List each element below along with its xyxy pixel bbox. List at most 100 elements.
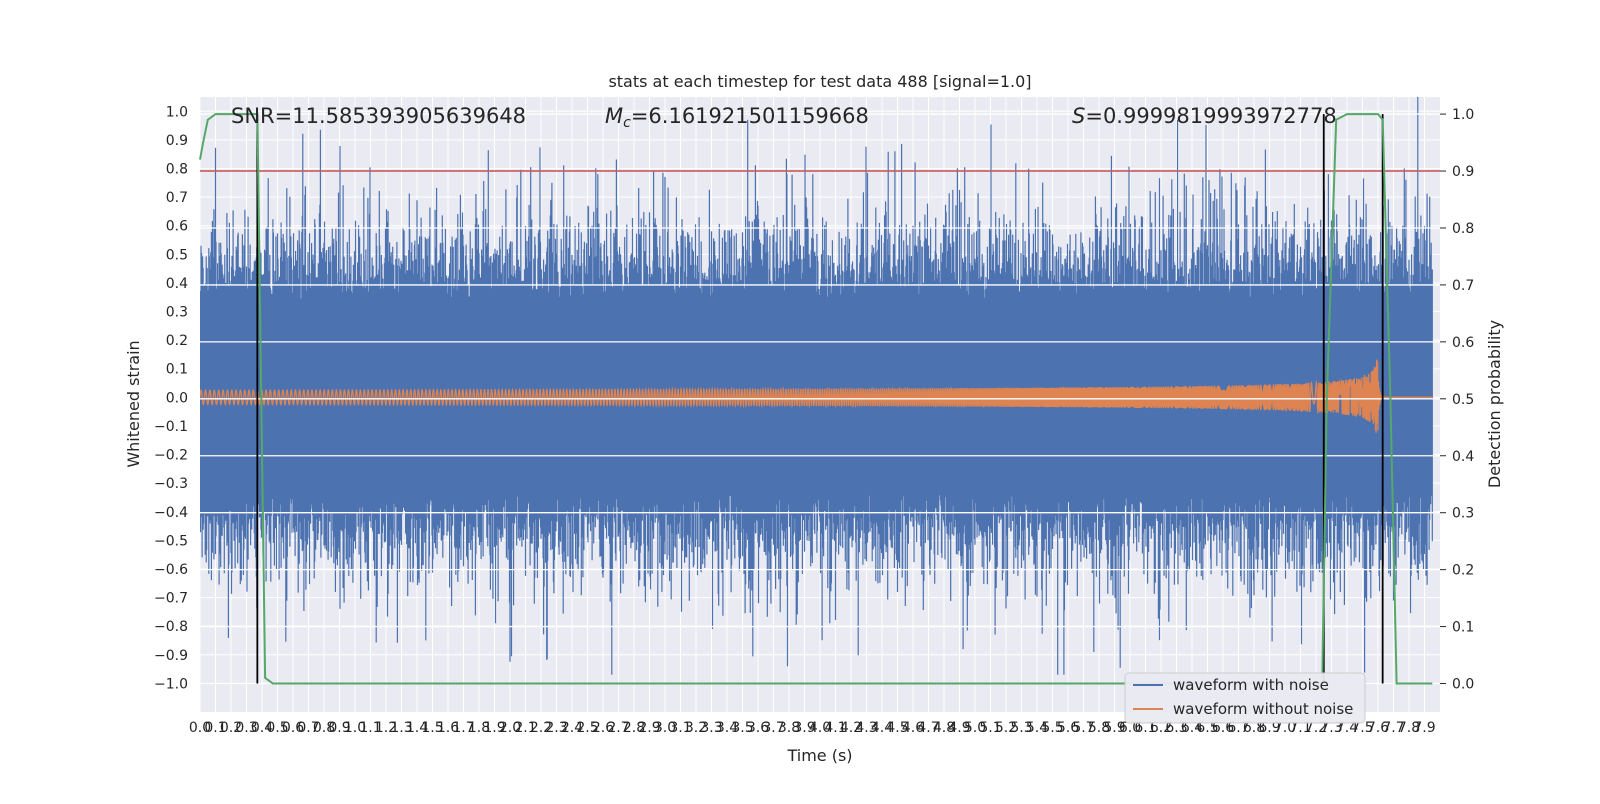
x-tick-label: 3.3 xyxy=(700,720,722,736)
x-tick-label: 1.3 xyxy=(390,720,412,736)
y2-tick-label: 0.4 xyxy=(1452,449,1474,465)
x-tick-label: 0.7 xyxy=(297,720,319,736)
x-tick-label: 0.8 xyxy=(313,720,335,736)
x-tick-label: 1.7 xyxy=(452,720,474,736)
x-tick-label: 3.1 xyxy=(669,720,691,736)
x-tick-label: 6.7 xyxy=(1227,720,1249,736)
x-tick-label: 3.8 xyxy=(778,720,800,736)
annotation-score: S=0.9999819993972778 xyxy=(1072,104,1337,128)
x-tick-label: 4.7 xyxy=(917,720,939,736)
y2-tick-label: 0.7 xyxy=(1452,278,1474,294)
y-tick-label: −0.1 xyxy=(154,419,188,435)
x-tick-label: 3.6 xyxy=(747,720,769,736)
x-tick-label: 5.2 xyxy=(995,720,1017,736)
y-tick-label: 0.5 xyxy=(166,247,188,263)
x-tick-label: 7.2 xyxy=(1305,720,1327,736)
y2-tick-label: 0.2 xyxy=(1452,563,1474,579)
x-tick-label: 0.4 xyxy=(251,720,273,736)
x-tick-label: 6.0 xyxy=(1119,720,1141,736)
overlay-layer xyxy=(199,113,1440,685)
x-tick-label: 2.5 xyxy=(576,720,598,736)
y2-tick-label: 0.5 xyxy=(1452,392,1474,408)
y-tick-label: −0.4 xyxy=(154,505,188,521)
y-tick-label: −0.9 xyxy=(154,648,188,664)
x-tick-label: 2.1 xyxy=(514,720,536,736)
y-tick-label: −0.2 xyxy=(154,448,188,464)
x-tick-label: 4.6 xyxy=(902,720,924,736)
y-tick-label: 0.1 xyxy=(166,362,188,378)
x-tick-label: 4.4 xyxy=(871,720,893,736)
x-tick-label: 0.2 xyxy=(220,720,242,736)
y-tick-label: −0.8 xyxy=(154,619,188,635)
x-tick-label: 3.9 xyxy=(793,720,815,736)
x-tick-label: 7.4 xyxy=(1336,720,1358,736)
annotation-chirp-mass: Mc=6.161921501159668 xyxy=(605,104,869,131)
annotation-chirp-mass-subscript: c xyxy=(623,115,631,131)
x-tick-label: 5.1 xyxy=(979,720,1001,736)
x-tick-label: 1.1 xyxy=(359,720,381,736)
x-tick-label: 2.9 xyxy=(638,720,660,736)
y-tick-label: 0.3 xyxy=(166,305,188,321)
x-tick-label: 4.3 xyxy=(855,720,877,736)
y-tick-label: −0.5 xyxy=(154,533,188,549)
x-tick-label: 6.1 xyxy=(1134,720,1156,736)
x-tick-label: 0.5 xyxy=(266,720,288,736)
y-tick-label: 1.0 xyxy=(166,104,188,120)
x-tick-label: 1.0 xyxy=(344,720,366,736)
x-tick-label: 7.3 xyxy=(1320,720,1342,736)
y-tick-label: 0.7 xyxy=(166,190,188,206)
x-tick-label: 6.9 xyxy=(1258,720,1280,736)
x-tick-label: 6.2 xyxy=(1150,720,1172,736)
x-tick-label: 3.4 xyxy=(716,720,738,736)
x-tick-label: 5.6 xyxy=(1057,720,1079,736)
y2-axis-label: Detection probability xyxy=(1485,320,1504,488)
x-tick-label: 5.3 xyxy=(1010,720,1032,736)
x-tick-label: 5.0 xyxy=(964,720,986,736)
x-tick-label: 4.9 xyxy=(948,720,970,736)
x-tick-label: 5.5 xyxy=(1041,720,1063,736)
x-tick-label: 5.9 xyxy=(1103,720,1125,736)
legend-box xyxy=(1124,672,1366,724)
x-tick-label: 2.4 xyxy=(561,720,583,736)
x-tick-label: 5.8 xyxy=(1088,720,1110,736)
x-tick-label: 2.0 xyxy=(499,720,521,736)
y-tick-label: 0.6 xyxy=(166,219,188,235)
y-tick-label: 0.4 xyxy=(166,276,188,292)
x-tick-label: 4.2 xyxy=(840,720,862,736)
clean-waveform-line xyxy=(200,359,1433,433)
x-tick-label: 1.6 xyxy=(437,720,459,736)
x-tick-label: 1.2 xyxy=(375,720,397,736)
x-tick-label: 2.3 xyxy=(545,720,567,736)
x-tick-label: 3.7 xyxy=(762,720,784,736)
y-tick-label: −0.7 xyxy=(154,591,188,607)
x-tick-label: 2.7 xyxy=(607,720,629,736)
y-tick-label: 0.9 xyxy=(166,133,188,149)
chart-title: stats at each timestep for test data 488… xyxy=(608,72,1031,91)
y-tick-label: −0.6 xyxy=(154,562,188,578)
x-tick-label: 1.9 xyxy=(483,720,505,736)
y2-tick-label: 0.6 xyxy=(1452,335,1474,351)
x-tick-label: 6.8 xyxy=(1243,720,1265,736)
y2-tick-label: 1.0 xyxy=(1452,107,1474,123)
y-tick-label: 0.2 xyxy=(166,333,188,349)
legend-label-noisy: waveform with noise xyxy=(1173,676,1329,694)
x-tick-label: 0.6 xyxy=(282,720,304,736)
x-tick-label: 6.4 xyxy=(1181,720,1203,736)
x-tick-label: 7.1 xyxy=(1289,720,1311,736)
x-tick-label: 5.4 xyxy=(1026,720,1048,736)
x-tick-label: 4.5 xyxy=(886,720,908,736)
y-tick-label: 0.0 xyxy=(166,390,188,406)
x-tick-label: 0.1 xyxy=(204,720,226,736)
x-tick-label: 4.8 xyxy=(933,720,955,736)
x-tick-label: 3.2 xyxy=(685,720,707,736)
legend-label-clean: waveform without noise xyxy=(1173,700,1353,718)
annotation-snr: SNR=11.585393905639648 xyxy=(231,104,526,128)
y2-tick-label: 0.9 xyxy=(1452,164,1474,180)
x-tick-label: 3.0 xyxy=(654,720,676,736)
x-tick-label: 5.7 xyxy=(1072,720,1094,736)
x-tick-label: 1.5 xyxy=(421,720,443,736)
x-tick-label: 2.6 xyxy=(592,720,614,736)
y-axis-label: Whitened strain xyxy=(124,340,143,467)
